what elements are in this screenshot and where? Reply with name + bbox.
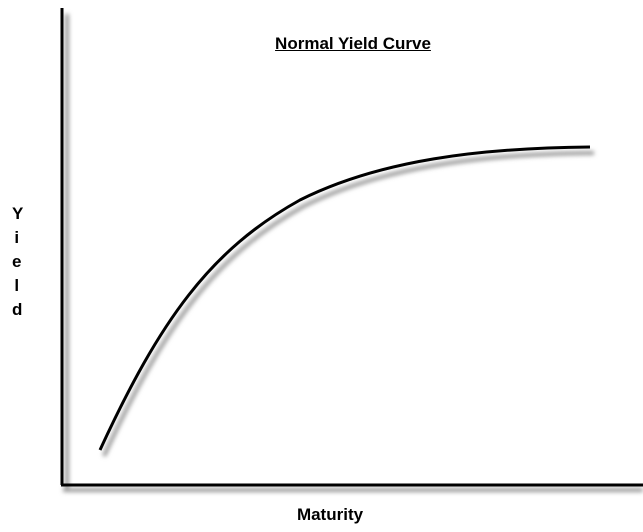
x-axis-label: Maturity [296,505,364,524]
title: Normal Yield Curve [275,34,431,53]
y-axis-label: Yield [12,204,24,319]
shadows [63,14,643,492]
yield-curve [98,145,591,451]
